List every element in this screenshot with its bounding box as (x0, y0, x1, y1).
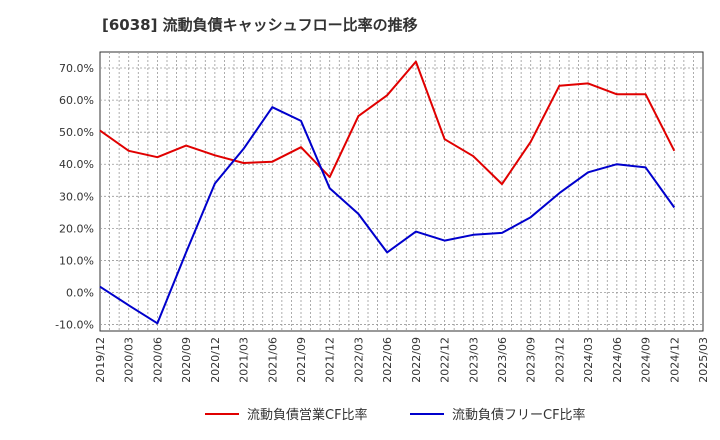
legend-item-operating-cf: 流動負債営業CF比率 (205, 404, 368, 423)
y-tick-label: 40.0% (59, 158, 94, 171)
x-tick-label: 2024/03 (582, 337, 595, 383)
x-tick-label: 2024/09 (640, 337, 653, 383)
y-tick-label: 30.0% (59, 190, 94, 203)
y-tick-label: 20.0% (59, 222, 94, 235)
y-tick-label: 50.0% (59, 126, 94, 139)
series-line-1 (99, 106, 676, 325)
y-axis-ticks: -10.0% 0.0% 10.0% 20.0% 30.0% 40.0% 50.0% 60.0%… (55, 62, 94, 332)
x-tick-label: 2020/06 (151, 337, 164, 383)
plot-area (99, 51, 704, 332)
x-tick-label: 2022/03 (352, 337, 365, 383)
x-tick-label: 2021/06 (266, 337, 279, 383)
y-tick-label: 0.0% (66, 287, 94, 300)
y-tick-label: 70.0% (59, 62, 94, 75)
x-axis-ticks: 2019/12 2020/03 2020/06 2020/09 2020/12 2021/… (94, 337, 710, 383)
legend-swatch-free-cf (410, 412, 444, 415)
x-tick-label: 2020/03 (123, 337, 136, 383)
x-tick-label: 2023/12 (553, 337, 566, 383)
x-tick-label: 2019/12 (94, 337, 107, 383)
legend-item-free-cf: 流動負債フリーCF比率 (410, 404, 586, 423)
legend-swatch-operating-cf (205, 412, 239, 415)
x-tick-label: 2023/09 (525, 337, 538, 383)
y-tick-label: 60.0% (59, 94, 94, 107)
x-tick-label: 2021/12 (324, 337, 337, 383)
x-tick-label: 2023/03 (467, 337, 480, 383)
y-tick-label: 10.0% (59, 254, 94, 267)
legend: 流動負債営業CF比率 流動負債フリーCF比率 (0, 404, 720, 428)
x-tick-label: 2024/06 (611, 337, 624, 383)
x-tick-label: 2021/03 (238, 337, 251, 383)
series-line-0 (99, 60, 676, 186)
x-tick-label: 2024/12 (668, 337, 681, 383)
x-tick-label: 2022/06 (381, 337, 394, 383)
x-tick-label: 2022/09 (410, 337, 423, 383)
legend-label-operating-cf: 流動負債営業CF比率 (247, 408, 368, 423)
series-lines (99, 60, 676, 325)
grid-lines (100, 52, 703, 331)
x-tick-label: 2020/12 (209, 337, 222, 383)
y-tick-label: -10.0% (55, 319, 94, 332)
x-tick-label: 2021/09 (295, 337, 308, 383)
x-tick-label: 2023/06 (496, 337, 509, 383)
x-tick-label: 2025/03 (697, 337, 710, 383)
legend-label-free-cf: 流動負債フリーCF比率 (452, 408, 586, 423)
x-tick-label: 2020/09 (180, 337, 193, 383)
chart-title: [6038] 流動負債キャッシュフロー比率の推移 (102, 16, 418, 34)
x-tick-label: 2022/12 (439, 337, 452, 383)
